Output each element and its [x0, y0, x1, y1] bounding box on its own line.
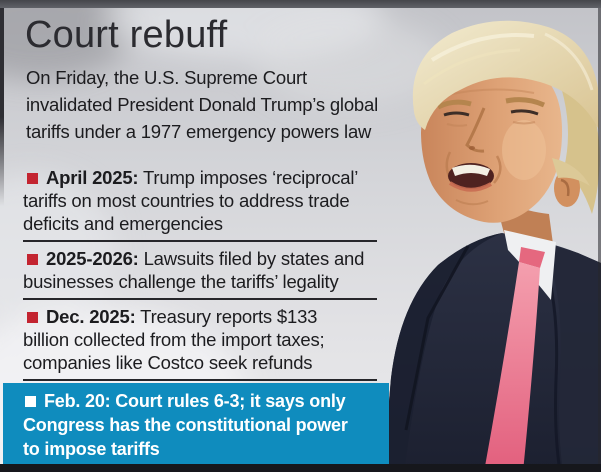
teeth	[452, 164, 490, 176]
eyebrow-left	[436, 99, 472, 110]
frame-left	[0, 8, 4, 206]
timeline-date: Dec. 2025:	[46, 306, 136, 327]
timeline-date: Feb. 20:	[44, 391, 111, 411]
subtitle: On Friday, the U.S. Supreme Court invali…	[26, 67, 379, 142]
tie	[484, 247, 545, 472]
nose	[465, 107, 486, 153]
eye-left	[443, 111, 470, 117]
timeline: April 2025: Trump imposes ‘reciprocal’ t…	[23, 161, 383, 381]
highlight-box: Feb. 20: Court rules 6-3; it says only C…	[3, 383, 389, 464]
divider	[23, 379, 377, 381]
timeline-date: April 2025:	[46, 167, 139, 188]
timeline-text: Lawsuits filed by states and businesses …	[23, 248, 365, 292]
eyebrow-right	[505, 97, 546, 108]
timeline-text: Treasury reports $133 billion collected …	[23, 306, 325, 373]
frame-bottom	[0, 464, 601, 472]
divider	[23, 298, 377, 300]
bullet-icon	[27, 312, 38, 323]
hair-top	[412, 20, 599, 186]
timeline-date: 2025-2026:	[46, 248, 139, 269]
bullet-icon	[27, 173, 38, 184]
timeline-text: Trump imposes ‘reciprocal’ tariffs on mo…	[23, 167, 359, 234]
frame-top	[0, 0, 601, 8]
frame-right	[598, 8, 601, 464]
timeline-item: April 2025: Trump imposes ‘reciprocal’ t…	[23, 161, 383, 240]
bullet-icon	[27, 254, 38, 265]
page-title: Court rebuff	[25, 14, 228, 56]
timeline-text: Court rules 6-3; it says only Congress h…	[23, 391, 348, 459]
timeline-item: Dec. 2025: Treasury reports $133 billion…	[23, 300, 383, 379]
bullet-icon	[25, 396, 36, 407]
timeline-item: 2025-2026: Lawsuits filed by states and …	[23, 242, 383, 298]
eye-right	[510, 109, 539, 116]
divider	[23, 240, 377, 242]
face	[421, 60, 563, 223]
